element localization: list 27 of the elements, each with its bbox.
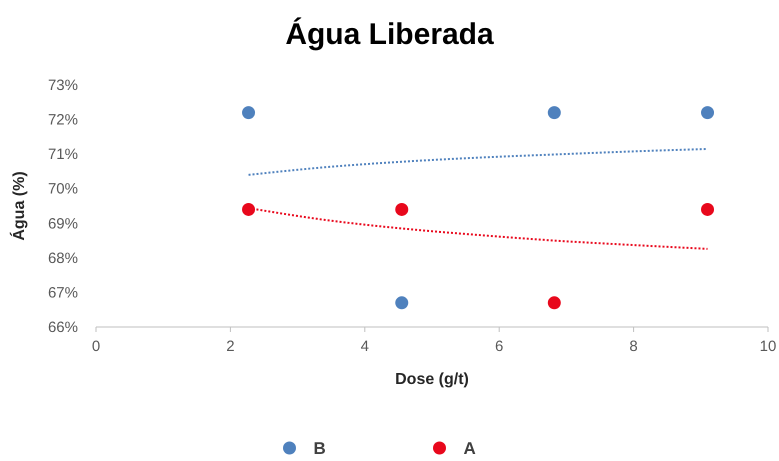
chart-title: Água Liberada bbox=[285, 17, 494, 51]
point bbox=[242, 106, 256, 120]
x-tick-label: 0 bbox=[92, 338, 100, 355]
y-axis-title: Água (%) bbox=[9, 171, 28, 241]
x-tick-label: 4 bbox=[360, 338, 369, 355]
y-tick-label: 66% bbox=[48, 319, 78, 336]
y-tick-label: 73% bbox=[48, 77, 78, 94]
point bbox=[548, 296, 561, 310]
point bbox=[395, 296, 408, 310]
point bbox=[548, 106, 561, 120]
y-tick-label: 72% bbox=[48, 112, 78, 129]
y-tick-label: 70% bbox=[48, 180, 78, 198]
x-tick-label: 2 bbox=[226, 338, 235, 355]
y-tick-label: 69% bbox=[48, 215, 78, 232]
x-tick-label: 6 bbox=[495, 338, 504, 355]
legend-label: A bbox=[464, 439, 476, 458]
point bbox=[242, 202, 256, 216]
point bbox=[701, 202, 714, 216]
y-tick-label: 68% bbox=[48, 250, 78, 267]
point bbox=[701, 106, 714, 120]
y-tick-label: 71% bbox=[48, 146, 78, 164]
x-tick-label: 8 bbox=[629, 338, 638, 355]
point bbox=[395, 202, 408, 216]
legend-label: B bbox=[314, 439, 326, 458]
y-tick-label: 67% bbox=[48, 284, 78, 302]
x-axis-title: Dose (g/t) bbox=[395, 371, 469, 388]
x-tick-label: 10 bbox=[760, 338, 776, 355]
